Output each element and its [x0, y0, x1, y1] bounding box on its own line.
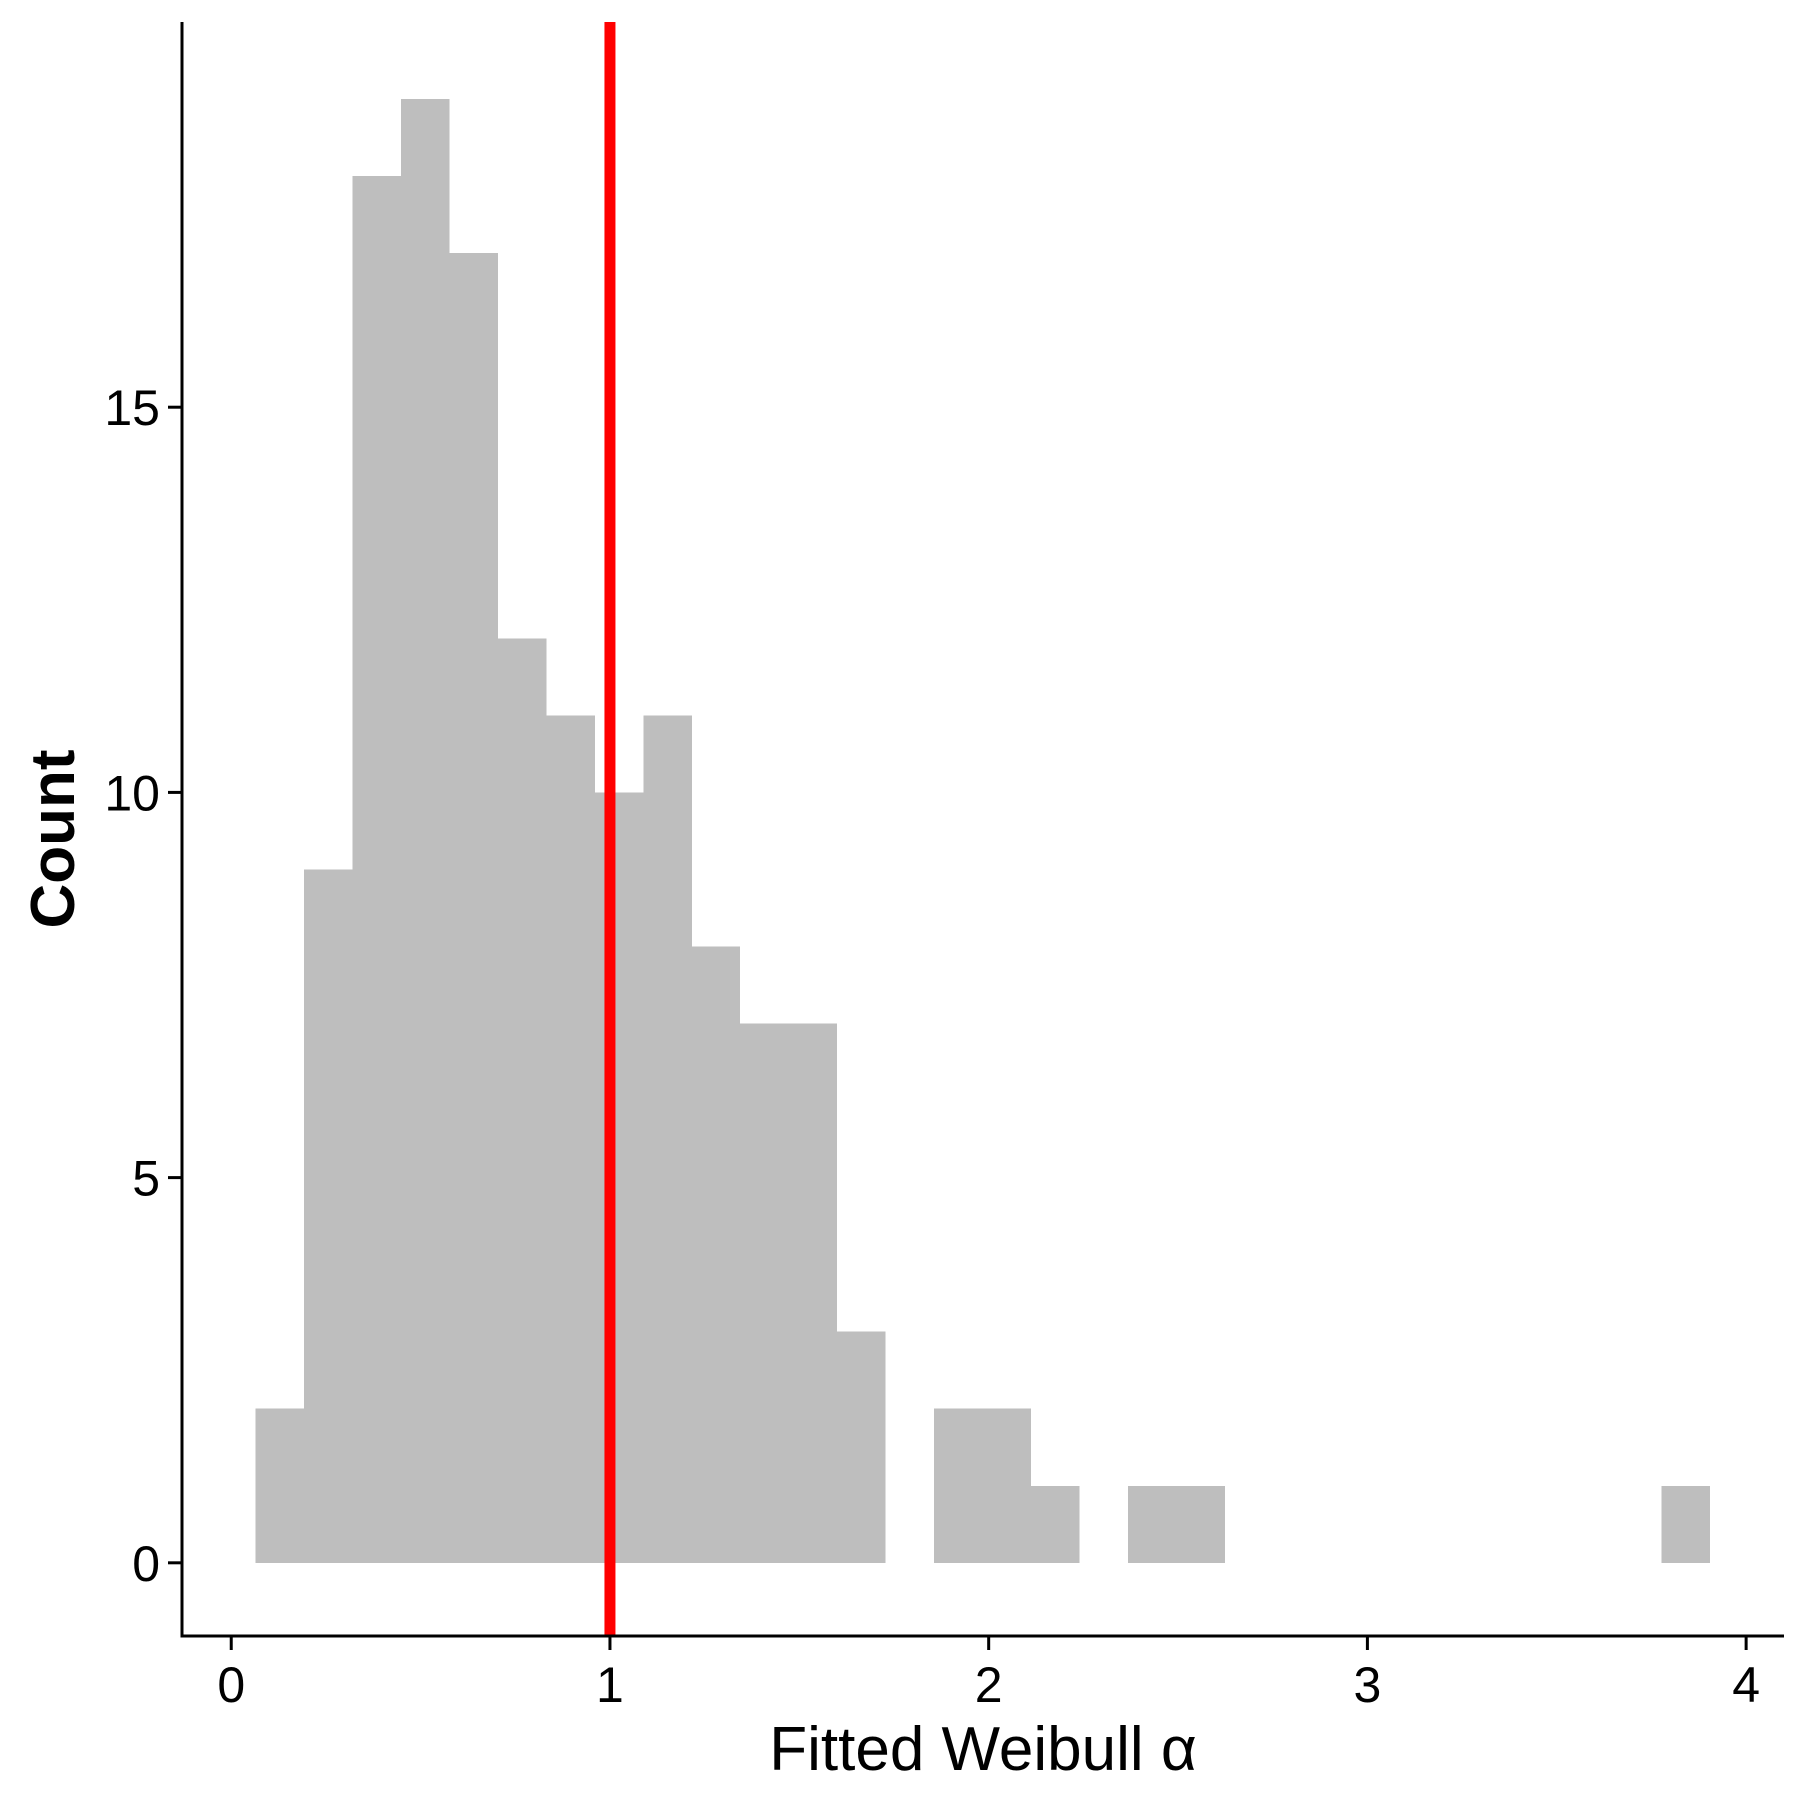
histogram-bar	[788, 1023, 838, 1563]
x-tick-label: 3	[1353, 1657, 1381, 1713]
x-tick-label: 2	[975, 1657, 1003, 1713]
x-tick-label: 1	[596, 1657, 624, 1713]
histogram-bar	[691, 946, 741, 1563]
x-axis-title: Fitted Weibull α	[769, 1715, 1197, 1784]
y-tick-label: 15	[104, 380, 160, 436]
histogram-bar	[643, 715, 692, 1563]
histogram-bar	[934, 1408, 983, 1563]
histogram-bar	[255, 1408, 304, 1563]
y-tick-label: 10	[104, 765, 160, 821]
histogram-bars	[255, 99, 1710, 1563]
x-tick-label: 4	[1732, 1657, 1760, 1713]
histogram-bar	[594, 792, 644, 1563]
histogram-bar	[740, 1023, 789, 1563]
histogram-bar	[1031, 1485, 1080, 1563]
histogram-bar	[982, 1408, 1032, 1563]
y-axis-title: Count	[19, 749, 88, 928]
histogram-bar	[449, 253, 498, 1563]
y-tick-label: 0	[132, 1536, 160, 1592]
histogram-bar	[1128, 1485, 1177, 1563]
histogram-bar	[497, 638, 547, 1563]
histogram-bar	[1661, 1485, 1710, 1563]
histogram-bar	[1176, 1485, 1226, 1563]
histogram-bar	[837, 1331, 886, 1563]
y-axis-ticks: 0 5 10 15	[104, 380, 182, 1592]
x-tick-label: 0	[217, 1657, 245, 1713]
histogram-bar	[546, 715, 595, 1563]
x-axis-ticks: 0 1 2 3 4	[217, 1636, 1760, 1713]
y-tick-label: 5	[132, 1151, 160, 1207]
histogram-bar	[400, 99, 450, 1563]
histogram-bar	[303, 869, 353, 1563]
histogram-bar	[352, 176, 401, 1563]
axes	[180, 22, 1784, 1638]
